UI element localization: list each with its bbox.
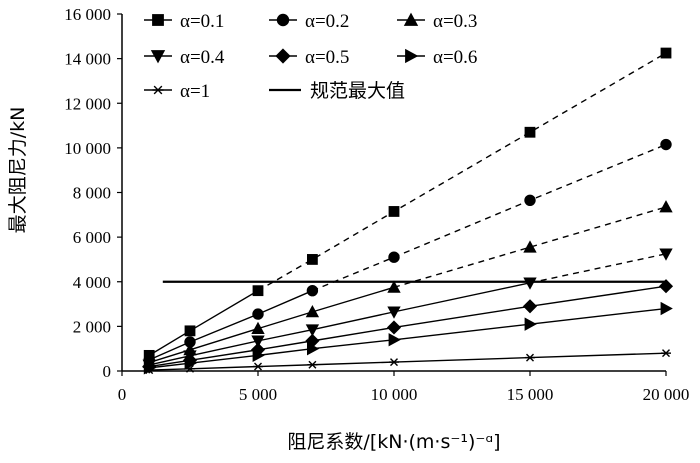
data-point-triangle-up (523, 240, 537, 253)
data-point-diamond (386, 320, 402, 335)
legend-marker-circle (276, 13, 290, 27)
legend-label-square: α=0.1 (180, 11, 224, 32)
series-line-solid-asterisk (149, 352, 667, 371)
data-point-triangle-right (660, 301, 673, 316)
data-point-circle (306, 284, 319, 297)
data-point-circle (660, 138, 672, 151)
legend-marker-asterisk (152, 85, 164, 95)
axis-ticks: 0 5 000 10 000 15 000 20 000 0 2 000 4 000 6 000… (64, 5, 689, 404)
data-point-triangle-down (251, 335, 265, 348)
legend-label-code-max: 规范最大值 (310, 80, 405, 102)
x-tick-label: 5 000 (239, 385, 277, 404)
data-point-asterisk (307, 360, 318, 369)
series-line-dashed-triangle-down (529, 253, 667, 284)
data-point-square (306, 254, 318, 265)
legend-marker-triangle-down (150, 50, 166, 64)
x-tick-label: 20 000 (643, 385, 690, 404)
y-tick-label: 10 000 (64, 139, 111, 158)
legend-label-asterisk: α=1 (180, 81, 210, 102)
x-tick-label: 15 000 (507, 385, 554, 404)
data-point-triangle-down (523, 277, 537, 290)
legend-label-diamond: α=0.5 (305, 47, 349, 68)
legend-marker-triangle-right (405, 48, 419, 64)
data-point-triangle-down (387, 306, 401, 319)
data-point-triangle-up (305, 305, 320, 318)
y-tick-label: 14 000 (64, 50, 111, 69)
y-tick-label: 8 000 (73, 184, 111, 203)
legend-marker-diamond (275, 48, 291, 64)
data-point-triangle-up (387, 280, 401, 293)
data-point-circle (252, 308, 264, 320)
data-point-triangle-down (659, 248, 673, 261)
data-point-square (184, 325, 196, 337)
y-tick-label: 2 000 (73, 317, 111, 336)
x-tick-label: 0 (118, 385, 127, 404)
series-line-dashed-triangle-up (393, 206, 667, 288)
data-point-asterisk (661, 349, 671, 358)
data-point-triangle-right (524, 317, 537, 331)
data-point-square (660, 47, 672, 59)
series-lines (148, 52, 667, 371)
data-point-circle (524, 194, 536, 207)
data-point-diamond (522, 299, 538, 314)
data-point-triangle-right (306, 342, 320, 356)
data-point-triangle-up (659, 200, 673, 213)
data-point-asterisk (389, 358, 399, 367)
data-point-triangle-up (251, 321, 265, 335)
y-tick-label: 12 000 (64, 94, 111, 113)
y-tick-label: 0 (103, 362, 112, 381)
legend-marker-triangle-up (403, 12, 419, 26)
data-point-asterisk (185, 364, 195, 373)
legend-marker-square (152, 14, 164, 26)
data-point-asterisk (253, 362, 263, 371)
data-point-square (252, 285, 264, 297)
x-axis-title: 阻尼系数/[kN·(m·s⁻¹)⁻ᵅ] (287, 431, 500, 453)
y-axis-title: 最大阻尼力/kN (7, 107, 29, 234)
y-tick-label: 16 000 (64, 5, 111, 24)
data-point-triangle-down (305, 324, 320, 337)
data-point-square (524, 126, 536, 138)
y-tick-label: 4 000 (73, 273, 111, 292)
data-point-triangle-right (252, 348, 265, 363)
legend-label-triangle-down: α=0.4 (180, 47, 225, 68)
data-point-asterisk (525, 353, 535, 362)
legend-label-triangle-up: α=0.3 (433, 11, 477, 32)
legend: α=0.1 α=0.2 α=0.3 α=0.4 α=0.5 α=0.6 α=1 规范最大值 (144, 11, 477, 102)
legend-label-circle: α=0.2 (305, 11, 349, 32)
data-point-diamond (658, 279, 674, 294)
data-point-square (388, 206, 400, 217)
x-tick-label: 10 000 (371, 385, 418, 404)
y-tick-label: 6 000 (73, 228, 111, 247)
data-point-asterisk (144, 366, 155, 375)
series-line-dashed-circle (312, 143, 667, 292)
series-line-solid-triangle-down (149, 282, 531, 366)
data-point-circle (388, 251, 400, 263)
series-markers (142, 47, 674, 375)
data-point-triangle-right (388, 333, 401, 347)
series-line-solid-circle (148, 290, 313, 361)
legend-label-triangle-right: α=0.6 (433, 47, 477, 68)
